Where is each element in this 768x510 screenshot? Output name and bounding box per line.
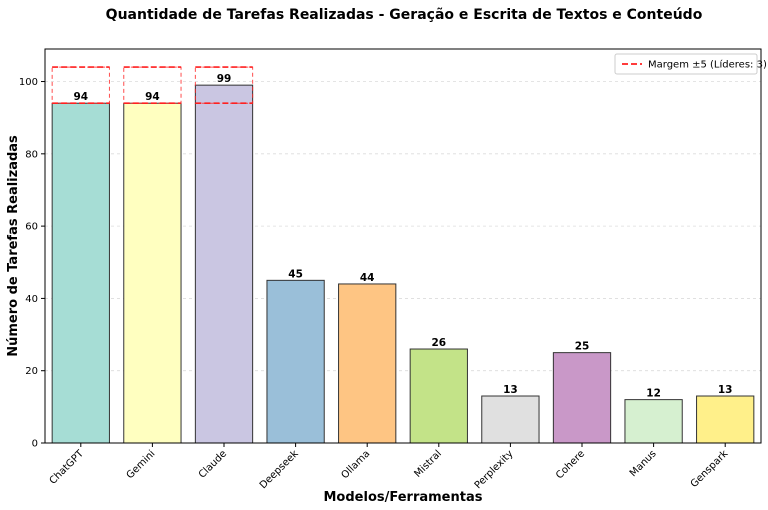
y-axis-label: Número de Tarefas Realizadas	[6, 135, 21, 357]
data-label: 13	[503, 384, 518, 396]
data-label: 44	[360, 272, 375, 284]
data-label: 94	[73, 91, 88, 103]
x-tick-label: Gemini	[125, 448, 158, 481]
data-label: 45	[288, 268, 303, 280]
x-axis: ChatGPT Gemini Claude Deepseek Ollama Mistral…	[48, 443, 731, 491]
y-tick-label: 100	[19, 77, 38, 88]
bar	[338, 283, 397, 444]
bar	[481, 395, 540, 444]
legend-entry: Margem ±5 (Líderes: 3)	[648, 59, 767, 71]
bar	[552, 352, 612, 444]
bar	[624, 399, 683, 444]
bar	[696, 395, 755, 444]
x-tick-label: Deepseek	[258, 448, 301, 491]
y-tick-label: 40	[25, 294, 38, 305]
legend-box	[614, 53, 758, 75]
data-labels: 94 94 99 45 44 26 13 25 12 13	[73, 73, 732, 399]
bar	[123, 102, 182, 444]
bar	[409, 348, 468, 444]
data-label: 94	[145, 91, 160, 103]
x-tick-label: Claude	[197, 448, 229, 480]
data-label: 26	[431, 337, 446, 349]
data-label: 12	[646, 388, 661, 400]
y-tick-label: 60	[25, 222, 38, 233]
x-tick-label: Perplexity	[473, 448, 516, 491]
legend: Margem ±5 (Líderes: 3)	[614, 53, 767, 75]
data-label: 25	[575, 341, 590, 353]
x-tick-label: ChatGPT	[48, 448, 87, 487]
margin-boxes	[51, 66, 254, 105]
bar	[194, 84, 254, 444]
chart-title: Quantidade de Tarefas Realizadas - Geraç…	[106, 7, 703, 23]
y-tick-label: 80	[25, 149, 38, 160]
x-tick-label: Mistral	[412, 448, 444, 480]
data-label: 13	[718, 384, 733, 396]
y-tick-label: 20	[25, 366, 38, 377]
x-tick-label: Manus	[628, 448, 659, 479]
y-axis: 0 20 40 60 80 100	[19, 77, 45, 450]
x-tick-label: Cohere	[554, 448, 587, 481]
plot-frame	[44, 48, 762, 444]
data-label: 99	[217, 73, 232, 85]
y-tick-label: 0	[32, 439, 38, 450]
x-tick-label: Genspark	[689, 448, 731, 490]
x-tick-label: Ollama	[339, 448, 372, 481]
bar	[266, 279, 325, 444]
bar	[51, 102, 110, 444]
bars	[51, 84, 755, 444]
x-axis-label: Modelos/Ferramentas	[324, 490, 483, 505]
